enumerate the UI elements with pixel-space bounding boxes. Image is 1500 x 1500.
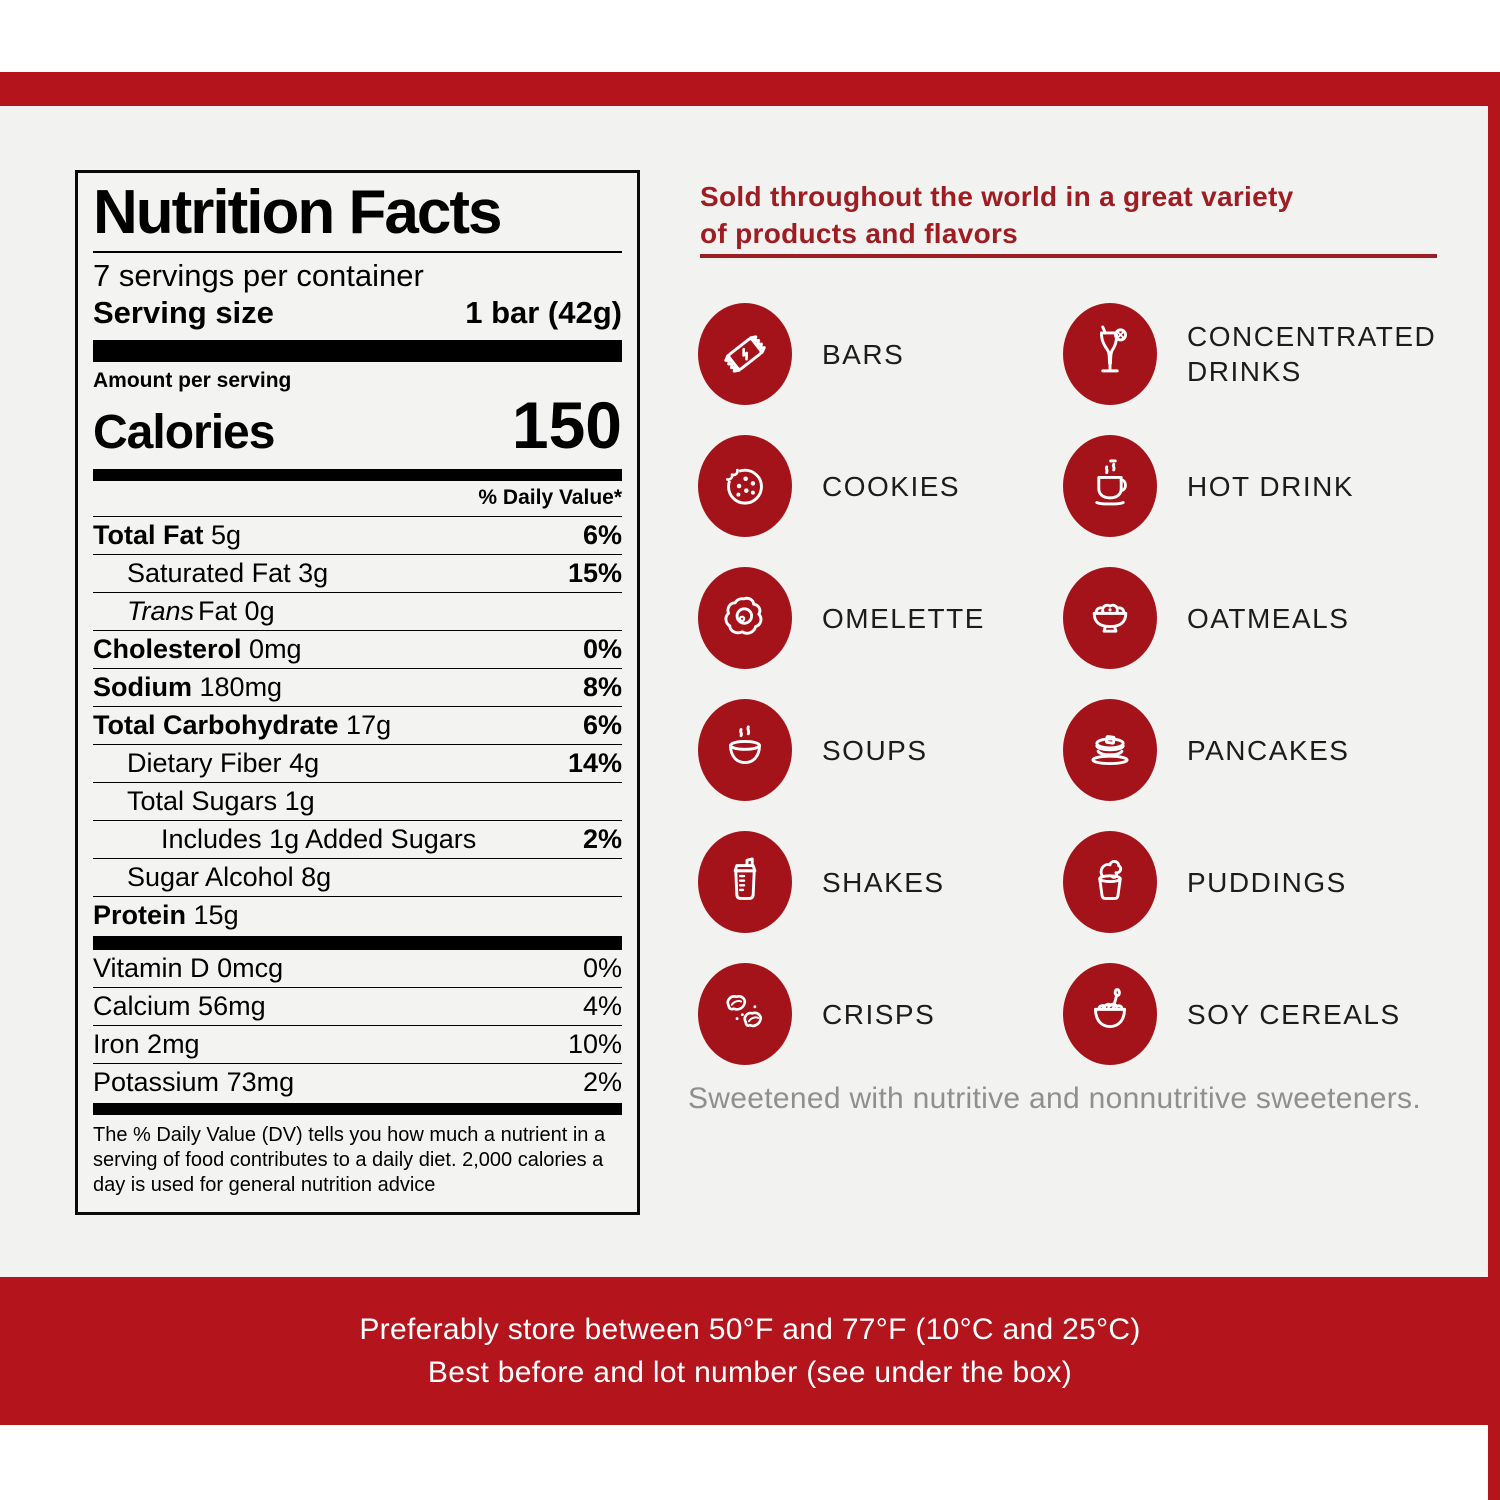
calories-value: 150 bbox=[511, 388, 622, 462]
bar-icon bbox=[698, 303, 792, 405]
nutrient-row-total-carbohydrate: Total Carbohydrate 17g 6% bbox=[93, 706, 622, 744]
heading-rule bbox=[700, 254, 1437, 258]
nutrition-facts-label: Nutrition Facts 7 servings per container… bbox=[75, 170, 640, 1215]
divider-footnote bbox=[93, 1103, 622, 1115]
divider-medium bbox=[93, 469, 622, 481]
shaker-bottle-icon bbox=[698, 831, 792, 933]
fried-egg-icon bbox=[698, 567, 792, 669]
vitamin-row-iron: Iron 2mg 10% bbox=[93, 1025, 622, 1063]
product-item-pancakes: PANCAKES bbox=[1063, 684, 1463, 816]
daily-value-footnote: The % Daily Value (DV) tells you how muc… bbox=[93, 1124, 606, 1196]
nutrient-row-saturated-fat: Saturated Fat 3g 15% bbox=[93, 554, 622, 592]
serving-size-value: 1 bar (42g) bbox=[465, 295, 622, 330]
daily-value-header: % Daily Value* bbox=[478, 486, 622, 509]
product-item-soy-cereals: SOY CEREALS bbox=[1063, 948, 1463, 1080]
nutrient-row-cholesterol: Cholesterol 0mg 0% bbox=[93, 630, 622, 668]
crisps-icon bbox=[698, 963, 792, 1065]
cookie-icon bbox=[698, 435, 792, 537]
product-item-bars: BARS bbox=[698, 288, 1063, 420]
soup-bowl-icon bbox=[698, 699, 792, 801]
nutrient-row-trans-fat: Trans Fat 0g bbox=[93, 592, 622, 630]
pudding-cup-icon bbox=[1063, 831, 1157, 933]
nutrient-row-sugar-alcohol: Sugar Alcohol 8g bbox=[93, 858, 622, 896]
product-item-soups: SOUPS bbox=[698, 684, 1063, 816]
oatmeal-bowl-icon bbox=[1063, 567, 1157, 669]
serving-size-label: Serving size bbox=[93, 295, 274, 330]
servings-per-container: 7 servings per container bbox=[93, 258, 424, 293]
pancake-stack-icon bbox=[1063, 699, 1157, 801]
storage-line-1: Preferably store between 50°F and 77°F (… bbox=[359, 1313, 1141, 1346]
bottom-red-band: Preferably store between 50°F and 77°F (… bbox=[0, 1277, 1500, 1425]
product-item-cookies: COOKIES bbox=[698, 420, 1063, 552]
nutrient-row-total-sugars: Total Sugars 1g bbox=[93, 782, 622, 820]
cereal-bowl-icon bbox=[1063, 963, 1157, 1065]
vitamin-row-vitamin-d: Vitamin D 0mcg 0% bbox=[93, 953, 622, 983]
top-red-band bbox=[0, 72, 1500, 106]
product-item-hot-drink: HOT DRINK bbox=[1063, 420, 1463, 552]
cocktail-glass-icon bbox=[1063, 303, 1157, 405]
calories-row: Calories 150 bbox=[93, 388, 622, 462]
serving-size-row: Serving size 1 bar (42g) bbox=[93, 294, 622, 332]
amount-per-serving: Amount per serving bbox=[93, 369, 292, 392]
product-item-concentrated-drinks: CONCENTRATED DRINKS bbox=[1063, 288, 1463, 420]
product-item-crisps: CRISPS bbox=[698, 948, 1063, 1080]
right-red-edge bbox=[1488, 72, 1500, 1500]
product-grid: BARS CONCENTRATED DRINKS bbox=[698, 288, 1463, 1080]
nutrient-row-sodium: Sodium 180mg 8% bbox=[93, 668, 622, 706]
sweetener-note: Sweetened with nutritive and nonnutritiv… bbox=[688, 1082, 1421, 1115]
nutrient-row-protein: Protein 15g bbox=[93, 896, 622, 934]
product-item-omelette: OMELETTE bbox=[698, 552, 1063, 684]
product-item-puddings: PUDDINGS bbox=[1063, 816, 1463, 948]
products-heading: Sold throughout the world in a great var… bbox=[700, 181, 1294, 249]
calories-label: Calories bbox=[93, 406, 275, 459]
divider-thick bbox=[93, 936, 622, 950]
nutrient-row-added-sugars: Includes 1g Added Sugars 2% bbox=[93, 820, 622, 858]
divider-thick bbox=[93, 340, 622, 362]
paper-area: Nutrition Facts 7 servings per container… bbox=[0, 106, 1488, 1378]
nutrient-row-dietary-fiber: Dietary Fiber 4g 14% bbox=[93, 744, 622, 782]
vitamin-row-potassium: Potassium 73mg 2% bbox=[93, 1063, 622, 1101]
nutrition-facts-title: Nutrition Facts bbox=[93, 181, 622, 253]
hot-cup-icon bbox=[1063, 435, 1157, 537]
product-item-oatmeals: OATMEALS bbox=[1063, 552, 1463, 684]
nutrient-row-total-fat: Total Fat 5g 6% bbox=[93, 516, 622, 554]
product-item-shakes: SHAKES bbox=[698, 816, 1063, 948]
vitamin-row-calcium: Calcium 56mg 4% bbox=[93, 987, 622, 1025]
storage-line-2: Best before and lot number (see under th… bbox=[427, 1356, 1073, 1389]
